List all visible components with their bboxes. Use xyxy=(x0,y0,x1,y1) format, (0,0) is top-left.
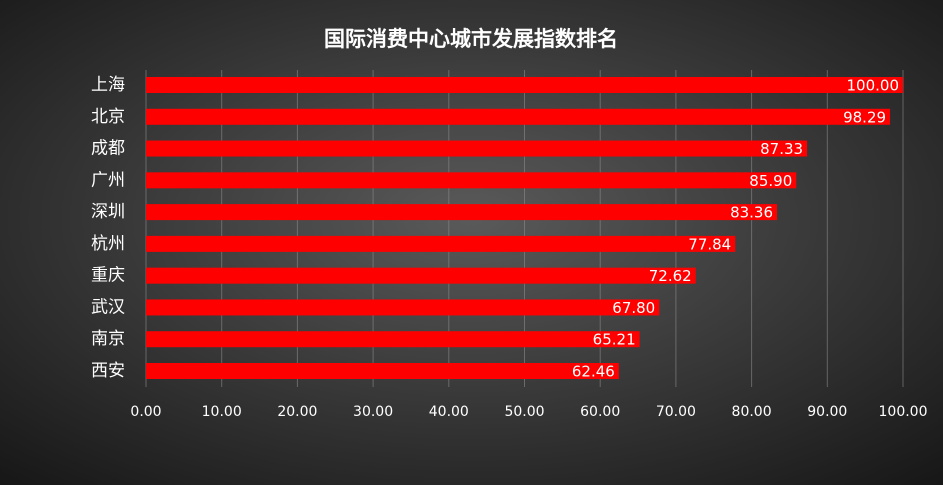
bar xyxy=(146,77,903,93)
y-tick-label: 上海 xyxy=(91,75,125,95)
y-tick-label: 杭州 xyxy=(91,234,125,254)
bar xyxy=(146,108,891,125)
x-tick-label: 40.00 xyxy=(429,404,469,420)
x-tick-label: 70.00 xyxy=(656,404,696,420)
chart-title: 国际消费中心城市发展指数排名 xyxy=(324,27,618,51)
bar xyxy=(146,363,619,379)
bar xyxy=(146,204,778,221)
x-tick-label: 20.00 xyxy=(277,404,317,420)
bar xyxy=(146,331,640,348)
value-label: 83.36 xyxy=(730,204,773,222)
y-tick-label: 广州 xyxy=(91,170,125,190)
x-tick-label: 80.00 xyxy=(732,404,772,420)
bar xyxy=(146,172,797,189)
x-tick-label: 50.00 xyxy=(504,404,544,420)
value-label: 67.80 xyxy=(612,299,655,317)
bar xyxy=(146,140,808,157)
y-tick-label: 北京 xyxy=(91,107,125,127)
value-label: 100.00 xyxy=(847,77,900,95)
value-label: 98.29 xyxy=(843,108,886,126)
y-tick-label: 武汉 xyxy=(91,297,125,317)
bar xyxy=(146,267,696,284)
x-tick-label: 60.00 xyxy=(580,404,620,420)
x-tick-label: 90.00 xyxy=(807,404,847,420)
y-tick-label: 重庆 xyxy=(91,266,125,286)
bar xyxy=(146,235,736,252)
y-tick-label: 西安 xyxy=(91,361,125,381)
x-tick-label: 10.00 xyxy=(202,404,242,420)
value-label: 65.21 xyxy=(593,331,636,349)
x-tick-label: 100.00 xyxy=(879,404,928,420)
y-tick-label: 南京 xyxy=(91,329,125,349)
y-tick-label: 成都 xyxy=(91,139,125,159)
value-label: 62.46 xyxy=(572,363,615,381)
x-tick-label: 0.00 xyxy=(130,404,161,420)
value-label: 85.90 xyxy=(749,172,792,190)
value-label: 72.62 xyxy=(649,267,692,285)
x-tick-label: 30.00 xyxy=(353,404,393,420)
value-label: 77.84 xyxy=(688,235,731,253)
value-label: 87.33 xyxy=(760,140,803,158)
bar xyxy=(146,299,660,316)
y-tick-label: 深圳 xyxy=(91,202,125,222)
